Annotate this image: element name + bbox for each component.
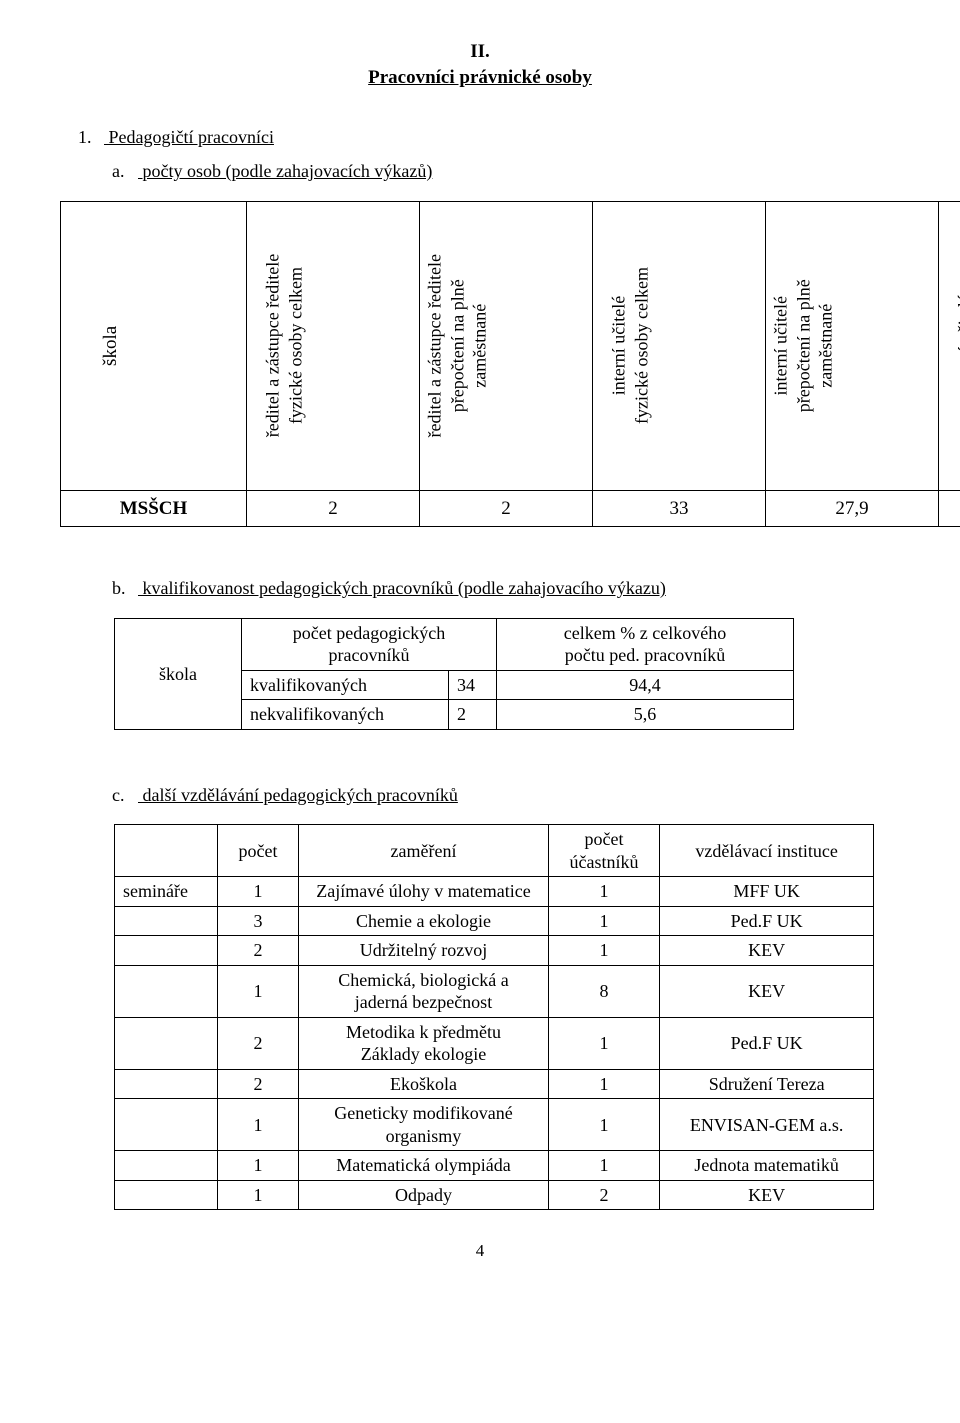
table-c-row-1: 3Chemie a ekologie1Ped.F UK — [115, 906, 874, 936]
table-b-row-1-pct: 5,6 — [497, 700, 794, 730]
table-c-row-6-participants: 1 — [548, 1099, 660, 1151]
table-c-row-3-label — [115, 965, 218, 1017]
table-a-row-val-2: 33 — [593, 490, 766, 527]
table-a-header-4: interní učitelé přepočtení na plně zaměs… — [766, 201, 939, 490]
table-c-row-5-label — [115, 1069, 218, 1099]
table-c-row-0-count: 1 — [217, 877, 299, 907]
table-c-row-3-institution: KEV — [660, 965, 874, 1017]
table-c-row-7-focus: Matematická olympiáda — [299, 1151, 548, 1181]
table-c-row-8-participants: 2 — [548, 1180, 660, 1210]
item-b-text: kvalifikovanost pedagogických pracovníků… — [143, 578, 666, 598]
item-1: 1. Pedagogičtí pracovníci — [78, 126, 900, 149]
table-c-row-1-focus: Chemie a ekologie — [299, 906, 548, 936]
table-c-row-1-institution: Ped.F UK — [660, 906, 874, 936]
table-c-row-3-participants: 8 — [548, 965, 660, 1017]
table-c-row-2-count: 2 — [217, 936, 299, 966]
table-c-row-1-participants: 1 — [548, 906, 660, 936]
table-a-row-school: MSŠCH — [61, 490, 247, 527]
table-a-row-val-3: 27,9 — [766, 490, 939, 527]
table-c-head-participants: počet účastníků — [548, 825, 660, 877]
table-c-row-7-label — [115, 1151, 218, 1181]
table-c-row-6: 1Geneticky modifikované organismy1ENVISA… — [115, 1099, 874, 1151]
table-c-row-5-count: 2 — [217, 1069, 299, 1099]
table-a-header-5: externí učitelé fyzické osoby celkem — [939, 201, 960, 490]
table-c-row-3-focus: Chemická, biologická a jaderná bezpečnos… — [299, 965, 548, 1017]
item-1-marker: 1. — [78, 126, 104, 149]
table-c: počet zaměření počet účastníků vzdělávac… — [114, 824, 874, 1210]
item-c-marker: c. — [112, 784, 138, 807]
table-c-row-5: 2Ekoškola1Sdružení Tereza — [115, 1069, 874, 1099]
table-c-row-2-participants: 1 — [548, 936, 660, 966]
table-c-row-1-count: 3 — [217, 906, 299, 936]
table-a-row-val-1: 2 — [420, 490, 593, 527]
table-c-row-7-participants: 1 — [548, 1151, 660, 1181]
table-c-row-6-label — [115, 1099, 218, 1151]
table-b-row-0-pct: 94,4 — [497, 670, 794, 700]
table-a-row-val-4: 3 — [939, 490, 960, 527]
table-c-row-0-institution: MFF UK — [660, 877, 874, 907]
table-c-row-6-count: 1 — [217, 1099, 299, 1151]
table-a-header-1: ředitel a zástupce ředitele fyzické osob… — [247, 201, 420, 490]
table-a-header-2: ředitel a zástupce ředitele přepočtení n… — [420, 201, 593, 490]
table-c-row-8: 1Odpady2KEV — [115, 1180, 874, 1210]
table-c-row-8-focus: Odpady — [299, 1180, 548, 1210]
item-a: a. počty osob (podle zahajovacích výkazů… — [112, 160, 900, 183]
table-c-row-0-label: semináře — [115, 877, 218, 907]
table-c-row-5-participants: 1 — [548, 1069, 660, 1099]
table-c-row-7: 1Matematická olympiáda1Jednota matematik… — [115, 1151, 874, 1181]
table-c-row-0-focus: Zajímavé úlohy v matematice — [299, 877, 548, 907]
table-b-row-0-count: 34 — [449, 670, 497, 700]
table-c-row-2: 2Udržitelný rozvoj1KEV — [115, 936, 874, 966]
table-c-row-1-label — [115, 906, 218, 936]
table-c-row-8-count: 1 — [217, 1180, 299, 1210]
table-c-row-4-label — [115, 1017, 218, 1069]
table-c-row-6-institution: ENVISAN-GEM a.s. — [660, 1099, 874, 1151]
table-c-row-5-institution: Sdružení Tereza — [660, 1069, 874, 1099]
section-number: II. — [60, 40, 900, 64]
table-c-head-count: počet — [217, 825, 299, 877]
table-b: škola počet pedagogických pracovníků cel… — [114, 618, 794, 730]
table-a-row-val-0: 2 — [247, 490, 420, 527]
table-b-row-1-label: nekvalifikovaných — [242, 700, 449, 730]
table-c-row-4-focus: Metodika k předmětu Základy ekologie — [299, 1017, 548, 1069]
table-c-row-5-focus: Ekoškola — [299, 1069, 548, 1099]
table-c-row-4-count: 2 — [217, 1017, 299, 1069]
item-c: c. další vzdělávání pedagogických pracov… — [112, 784, 900, 807]
table-c-row-7-count: 1 — [217, 1151, 299, 1181]
table-c-row-6-focus: Geneticky modifikované organismy — [299, 1099, 548, 1151]
table-c-head-institution: vzdělávací instituce — [660, 825, 874, 877]
item-a-marker: a. — [112, 160, 138, 183]
table-c-row-8-institution: KEV — [660, 1180, 874, 1210]
table-c-row-3-count: 1 — [217, 965, 299, 1017]
table-b-pct-header: celkem % z celkového počtu ped. pracovní… — [497, 618, 794, 670]
section-title: Pracovníci právnické osoby — [60, 66, 900, 90]
table-a: školaředitel a zástupce ředitele fyzické… — [60, 201, 960, 528]
item-a-text: počty osob (podle zahajovacích výkazů) — [143, 161, 433, 181]
page-number: 4 — [60, 1240, 900, 1261]
table-c-head-blank — [115, 825, 218, 877]
item-b: b. kvalifikovanost pedagogických pracovn… — [112, 577, 900, 600]
item-1-text: Pedagogičtí pracovníci — [109, 127, 274, 147]
table-c-row-2-institution: KEV — [660, 936, 874, 966]
table-c-row-2-label — [115, 936, 218, 966]
table-a-header-3: interní učitelé fyzické osoby celkem — [593, 201, 766, 490]
table-c-row-8-label — [115, 1180, 218, 1210]
table-b-count-header: počet pedagogických pracovníků — [242, 618, 497, 670]
table-c-row-4-participants: 1 — [548, 1017, 660, 1069]
table-b-school-header: škola — [115, 618, 242, 729]
table-c-row-0-participants: 1 — [548, 877, 660, 907]
table-c-row-2-focus: Udržitelný rozvoj — [299, 936, 548, 966]
table-b-row-0-label: kvalifikovaných — [242, 670, 449, 700]
table-c-row-4-institution: Ped.F UK — [660, 1017, 874, 1069]
table-c-head-focus: zaměření — [299, 825, 548, 877]
table-c-row-4: 2Metodika k předmětu Základy ekologie1Pe… — [115, 1017, 874, 1069]
table-a-header-0: škola — [61, 201, 247, 490]
item-b-marker: b. — [112, 577, 138, 600]
table-c-row-7-institution: Jednota matematiků — [660, 1151, 874, 1181]
table-b-row-1-count: 2 — [449, 700, 497, 730]
item-c-text: další vzdělávání pedagogických pracovník… — [143, 785, 458, 805]
table-c-row-0: semináře1Zajímavé úlohy v matematice1MFF… — [115, 877, 874, 907]
table-c-row-3: 1Chemická, biologická a jaderná bezpečno… — [115, 965, 874, 1017]
